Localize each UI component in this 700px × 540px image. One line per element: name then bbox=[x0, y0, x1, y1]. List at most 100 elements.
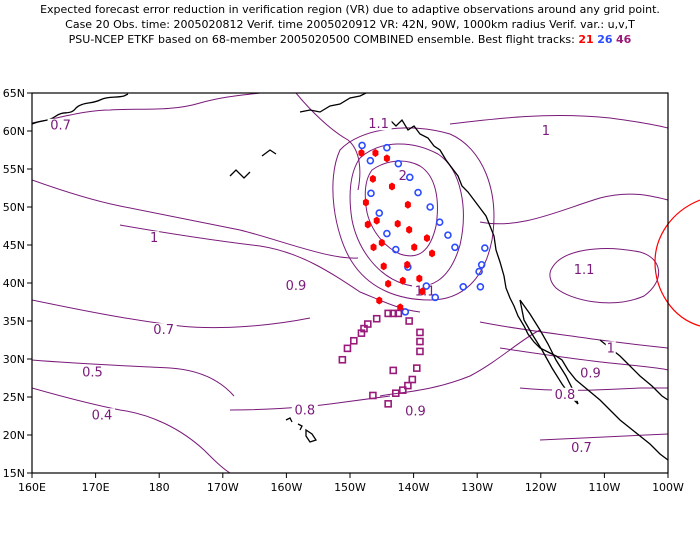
track-26-marker bbox=[414, 188, 422, 197]
lon-label: 140W bbox=[398, 481, 430, 494]
track-26-marker bbox=[475, 267, 483, 276]
track-26-marker bbox=[431, 293, 440, 302]
contour-label: 0.8 bbox=[555, 388, 576, 403]
contour-label: 1 bbox=[607, 341, 615, 356]
lon-label: 170E bbox=[82, 481, 110, 494]
track-26-label: 26 bbox=[597, 33, 613, 46]
contour-label: 0.4 bbox=[92, 408, 113, 423]
track-46-marker bbox=[416, 328, 424, 337]
track-26-marker bbox=[444, 231, 452, 239]
track-21-marker bbox=[404, 260, 411, 269]
figure-title: Expected forecast error reduction in ver… bbox=[0, 2, 700, 47]
contour-0.9-mid bbox=[32, 179, 359, 259]
coastlines bbox=[32, 93, 668, 461]
lat-label: 60N bbox=[3, 125, 25, 138]
track-26-marker bbox=[383, 229, 391, 238]
contour-1-southeast bbox=[479, 321, 668, 349]
lon-label: 160E bbox=[18, 481, 46, 494]
track-46-marker bbox=[343, 344, 352, 353]
track-46-marker bbox=[369, 391, 377, 400]
contour-label-bg bbox=[568, 440, 595, 454]
track-21-marker bbox=[358, 149, 365, 158]
contour-label: 1 bbox=[150, 231, 158, 246]
track-21-marker bbox=[406, 225, 413, 234]
track-21-marker bbox=[404, 200, 411, 209]
track-46-marker bbox=[405, 317, 413, 325]
track-26-marker bbox=[459, 282, 468, 291]
contour-label: 1 bbox=[542, 124, 550, 139]
track-26-marker bbox=[383, 143, 391, 152]
contour-0.7-mid bbox=[32, 299, 311, 329]
contour-label-bg bbox=[149, 231, 160, 245]
lon-label: 100W bbox=[652, 481, 684, 494]
track-21-marker bbox=[429, 249, 436, 258]
lon-label: 130W bbox=[461, 481, 493, 494]
track-46-marker bbox=[416, 347, 424, 356]
track-21-marker bbox=[370, 243, 377, 252]
track-26-marker bbox=[405, 173, 414, 182]
contour-label: 0.5 bbox=[82, 366, 103, 381]
contour-1-mid bbox=[119, 224, 421, 313]
contour-label-bg bbox=[397, 168, 408, 182]
track-46-marker bbox=[394, 309, 403, 318]
track-26-marker bbox=[394, 159, 403, 168]
lat-label: 55N bbox=[3, 163, 25, 176]
lon-label: 150W bbox=[334, 481, 366, 494]
verification-region-circle bbox=[654, 199, 700, 327]
contour-0.9-south bbox=[379, 329, 541, 397]
contour-label: 0.9 bbox=[286, 279, 307, 294]
contour-label-bg bbox=[571, 263, 598, 277]
track-26-marker bbox=[367, 189, 375, 198]
lon-label: 110W bbox=[588, 481, 620, 494]
contour-1.1-inner bbox=[349, 143, 464, 287]
contour-0.7-southeast bbox=[539, 433, 668, 441]
coast-alaska-canada bbox=[32, 93, 668, 461]
contour-label: 0.7 bbox=[153, 323, 174, 338]
track-26-marker bbox=[481, 244, 489, 252]
lat-label: 35N bbox=[3, 315, 25, 328]
lon-label: 170W bbox=[207, 481, 239, 494]
track-21-marker bbox=[383, 154, 390, 163]
title-line-2: Case 20 Obs. time: 2005020812 Verif. tim… bbox=[65, 18, 635, 31]
track-46-marker bbox=[404, 381, 412, 390]
lat-label: 45N bbox=[3, 239, 25, 252]
track-21-marker bbox=[399, 276, 406, 285]
track-46-marker bbox=[364, 320, 372, 328]
contour-1-east bbox=[479, 193, 668, 225]
track-21-marker bbox=[373, 216, 380, 225]
contour-lines bbox=[32, 93, 668, 473]
contour-label: 0.7 bbox=[571, 441, 592, 456]
contour-label: 2 bbox=[399, 169, 407, 184]
title-line-3-prefix: PSU-NCEP ETKF based on 68-member 2005020… bbox=[68, 33, 579, 46]
contour-label: 1.1 bbox=[368, 117, 389, 132]
coast-baja bbox=[519, 299, 579, 405]
track-26-marker bbox=[477, 260, 486, 269]
track-26-marker bbox=[451, 243, 459, 252]
plot-frame bbox=[31, 92, 669, 474]
track-21-marker bbox=[362, 198, 369, 207]
track-21-marker bbox=[419, 287, 426, 296]
track-46-marker bbox=[391, 389, 400, 398]
contour-1.1-east bbox=[549, 248, 660, 304]
lat-label: 20N bbox=[3, 429, 25, 442]
contour-label-bg bbox=[402, 404, 429, 418]
lon-label: 160W bbox=[270, 481, 302, 494]
lon-label: 180 bbox=[149, 481, 170, 494]
lat-label: 25N bbox=[3, 391, 25, 404]
contour-1.1-northeast bbox=[449, 115, 668, 129]
lat-label: 50N bbox=[3, 201, 25, 214]
track-26-marker bbox=[375, 209, 384, 217]
track-21-marker bbox=[378, 238, 385, 247]
contour-0.8-southeast bbox=[519, 387, 668, 391]
contour-label: 1.1 bbox=[574, 263, 595, 278]
track-46-marker bbox=[412, 364, 421, 372]
track-21-marker bbox=[369, 174, 376, 183]
track-46-marker bbox=[384, 400, 392, 408]
track-21-marker bbox=[411, 243, 418, 252]
track-21-marker bbox=[376, 296, 383, 305]
track-26-marker bbox=[391, 245, 400, 254]
flight-tracks bbox=[338, 141, 489, 408]
track-26-marker bbox=[426, 203, 434, 211]
track-26-marker bbox=[422, 282, 431, 290]
